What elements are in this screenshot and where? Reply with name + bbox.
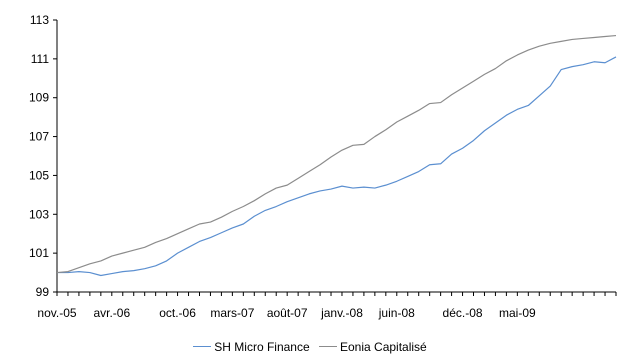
y-axis: 99 101 103 105 107 109 111 113	[29, 13, 58, 299]
y-tick-label: 105	[29, 168, 49, 182]
legend-swatch-eonia	[319, 346, 337, 348]
x-tick-label: juin-08	[378, 306, 415, 320]
legend-item-sh: SH Micro Finance	[193, 340, 310, 354]
legend: SH Micro Finance Eonia Capitalisé	[0, 340, 620, 354]
legend-item-eonia: Eonia Capitalisé	[319, 340, 427, 354]
x-tick-label: août-07	[267, 306, 308, 320]
x-tick-label: déc.-08	[443, 306, 483, 320]
series-lines	[56, 34, 617, 277]
legend-label-sh: SH Micro Finance	[214, 340, 310, 354]
y-tick-label: 113	[30, 13, 49, 27]
y-tick-label: 99	[36, 285, 50, 299]
x-tick-label: nov.-05	[37, 306, 76, 320]
x-tick-label: avr.-06	[93, 306, 130, 320]
y-tick-label: 101	[29, 246, 49, 260]
y-tick-label: 109	[29, 91, 49, 105]
x-tick-label: janv.-08	[320, 306, 363, 320]
x-tick-label: mars-07	[210, 306, 254, 320]
y-tick-label: 103	[29, 207, 49, 221]
line-chart: 99 101 103 105 107 109 111 113 nov.-05 avr.-06 oc…	[29, 13, 617, 320]
y-tick-label: 107	[29, 130, 49, 144]
series-line-eonia	[56, 34, 617, 274]
x-axis: nov.-05 avr.-06 oct.-06 mars-07 août-07 janv.…	[37, 291, 617, 320]
legend-swatch-sh	[193, 346, 212, 348]
x-tick-label: mai-09	[499, 306, 536, 320]
y-tick-label: 111	[31, 52, 50, 66]
legend-label-eonia: Eonia Capitalisé	[340, 340, 427, 354]
series-line-sh	[57, 56, 617, 277]
x-tick-label: oct.-06	[159, 306, 196, 320]
